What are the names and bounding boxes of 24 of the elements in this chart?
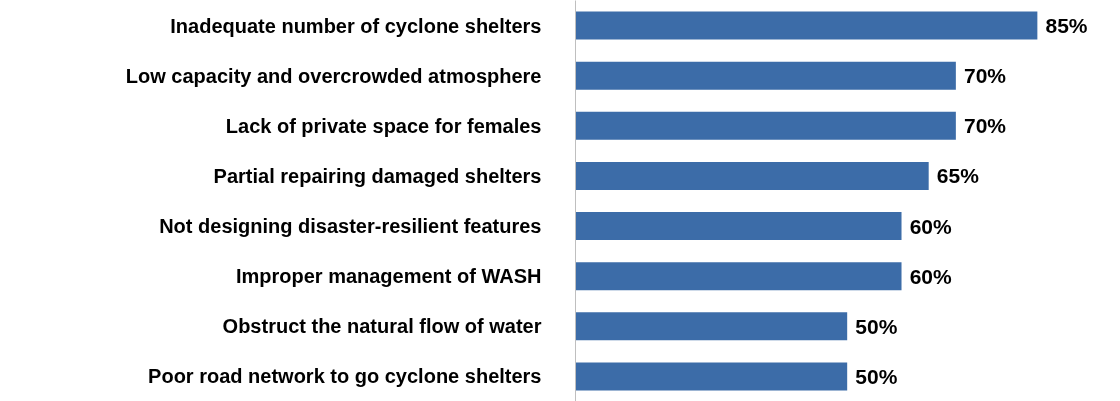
data-label: 60% — [909, 214, 953, 238]
bar — [575, 262, 902, 291]
bar — [575, 161, 929, 190]
data-label: 65% — [936, 164, 980, 188]
bar — [575, 111, 956, 140]
y-tick-label: Partial repairing damaged shelters — [213, 164, 542, 187]
data-label: 50% — [855, 364, 898, 388]
y-tick-label: Inadequate number of cyclone shelters — [170, 14, 542, 37]
data-label: 70% — [964, 114, 1007, 138]
y-tick-label: Improper management of WASH — [235, 265, 542, 288]
bar — [575, 362, 848, 391]
y-tick-label: Poor road network to go cyclone shelters — [148, 365, 542, 388]
data-label: 70% — [964, 64, 1007, 88]
bar — [575, 212, 902, 241]
y-tick-label: Not designing disaster-resilient features — [159, 215, 542, 238]
data-label: 60% — [909, 264, 953, 288]
y-tick-label: Low capacity and overcrowded atmosphere — [125, 64, 542, 87]
bar — [575, 312, 848, 341]
y-tick-label: Lack of private space for females — [225, 114, 542, 137]
bar — [575, 11, 1038, 40]
bar — [575, 61, 956, 90]
y-tick-label: Obstruct the natural flow of water — [222, 315, 542, 338]
data-label: 50% — [855, 314, 898, 338]
data-label: 85% — [1045, 14, 1088, 38]
